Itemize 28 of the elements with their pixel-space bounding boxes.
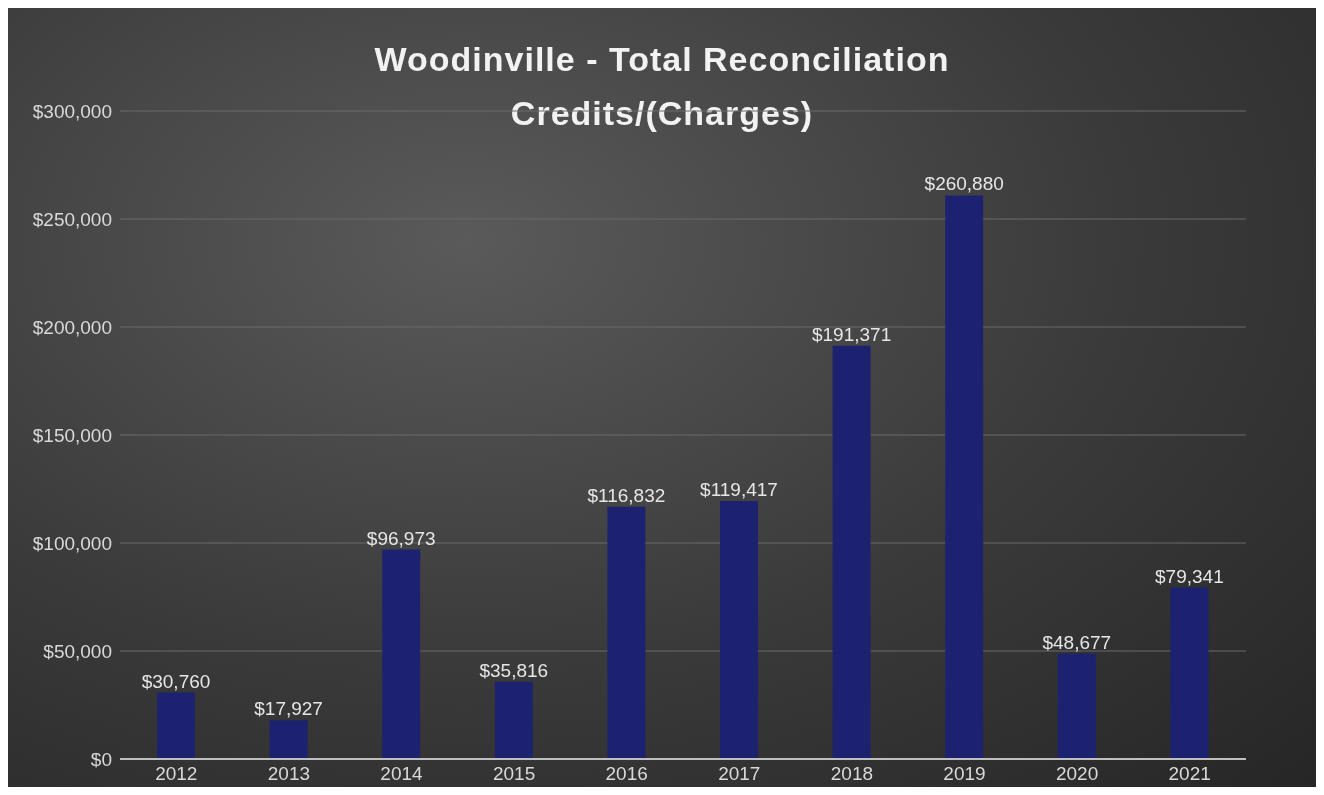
data-label: $30,760	[141, 670, 211, 692]
data-label: $191,371	[811, 323, 892, 345]
y-tick-label: $250,000	[32, 208, 112, 230]
data-label: $79,341	[1155, 565, 1224, 587]
x-tick-label: 2019	[943, 763, 986, 785]
data-label: $116,832	[587, 484, 666, 506]
x-tick-label: 2012	[155, 763, 198, 785]
y-tick-label: $200,000	[32, 316, 112, 338]
data-label: $17,927	[254, 698, 323, 720]
x-tick-label: 2021	[1168, 763, 1211, 785]
data-label: $48,677	[1042, 631, 1112, 653]
x-tick-label: 2016	[605, 763, 648, 785]
x-tick-label: 2018	[830, 763, 874, 785]
y-tick-label: $300,000	[32, 100, 112, 122]
y-tick-label: $0	[90, 748, 112, 770]
data-label: $119,417	[700, 479, 778, 501]
x-tick-label: 2014	[380, 763, 424, 785]
x-tick-label: 2017	[718, 763, 761, 785]
x-tick-label: 2013	[267, 763, 311, 785]
y-tick-label: $100,000	[32, 532, 112, 554]
y-tick-label: $50,000	[43, 640, 112, 662]
data-label: $260,880	[924, 173, 1004, 195]
x-tick-label: 2015	[492, 763, 536, 785]
chart-title: Woodinville - Total Reconciliation Credits/(Charges)	[373, 39, 951, 134]
x-tick-label: 2020	[1055, 763, 1099, 785]
y-tick-label: $150,000	[32, 424, 112, 446]
data-label: $35,816	[479, 659, 549, 681]
data-label: $96,973	[366, 527, 436, 549]
